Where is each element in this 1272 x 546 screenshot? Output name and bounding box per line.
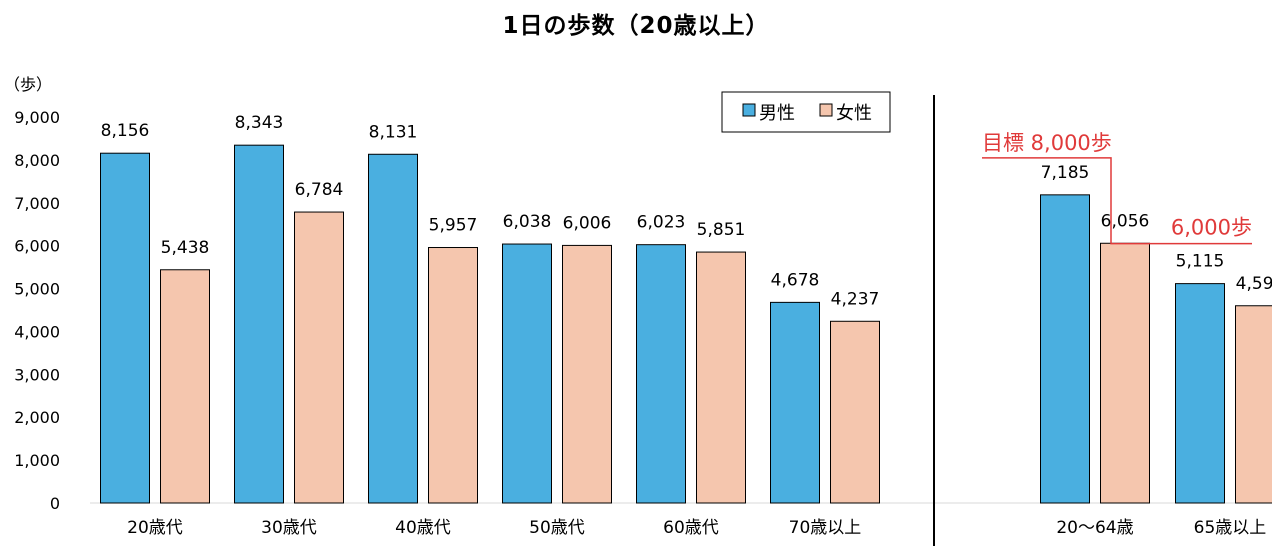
bar-female xyxy=(830,320,880,504)
bar-male xyxy=(636,244,686,504)
y-tick-label: 3,000 xyxy=(14,365,60,384)
legend-swatch-male xyxy=(742,103,756,117)
data-label: 4,237 xyxy=(831,289,880,309)
x-category-label: 50歳代 xyxy=(529,518,585,538)
data-label: 6,023 xyxy=(637,213,686,233)
data-label: 5,115 xyxy=(1176,252,1225,272)
x-category-label: 65歳以上 xyxy=(1194,518,1267,538)
x-category-label: 40歳代 xyxy=(395,518,451,538)
y-tick-label: 2,000 xyxy=(14,408,60,427)
x-category-label: 30歳代 xyxy=(261,518,317,538)
data-label: 6,784 xyxy=(295,180,344,200)
bar-male xyxy=(368,153,418,504)
bar-male xyxy=(1175,283,1225,504)
bar-female xyxy=(696,251,746,504)
legend-swatch-female xyxy=(819,103,833,117)
data-label: 8,343 xyxy=(235,113,284,133)
x-category-label: 20歳代 xyxy=(127,518,183,538)
x-category-label: 20～64歳 xyxy=(1056,518,1133,538)
bar-male xyxy=(502,243,552,504)
target-label-6000: 6,000歩 xyxy=(1171,216,1252,240)
y-tick-label: 1,000 xyxy=(14,451,60,470)
data-label: 6,038 xyxy=(503,212,552,232)
chart-title: 1日の歩数（20歳以上） xyxy=(502,13,770,39)
y-tick-label: 8,000 xyxy=(14,151,60,170)
data-label: 4,678 xyxy=(771,270,820,290)
bar-female xyxy=(1235,305,1272,504)
data-label: 8,131 xyxy=(369,122,418,142)
data-label: 7,185 xyxy=(1041,163,1090,183)
bar-male xyxy=(1040,194,1090,504)
data-label: 4,599 xyxy=(1236,274,1272,294)
target-label-8000: 目標 8,000歩 xyxy=(982,131,1112,155)
data-label: 6,056 xyxy=(1101,211,1150,231)
y-tick-label: 9,000 xyxy=(14,108,60,127)
bar-female xyxy=(1100,242,1150,504)
legend-label-female: 女性 xyxy=(836,103,872,124)
y-axis-unit: （歩） xyxy=(4,75,52,94)
bar-male xyxy=(100,152,150,504)
data-label: 5,851 xyxy=(697,220,746,240)
data-label: 8,156 xyxy=(101,121,150,141)
bar-male xyxy=(234,144,284,504)
x-category-label: 70歳以上 xyxy=(789,518,862,538)
y-tick-label: 4,000 xyxy=(14,322,60,341)
data-label: 5,957 xyxy=(429,216,478,236)
bar-female xyxy=(294,211,344,504)
y-tick-label: 7,000 xyxy=(14,194,60,213)
bar-female xyxy=(160,269,210,504)
y-tick-label: 0 xyxy=(50,494,60,513)
target-line xyxy=(982,157,1252,245)
bar-female xyxy=(562,244,612,504)
y-tick-label: 6,000 xyxy=(14,237,60,256)
data-label: 6,006 xyxy=(563,213,612,233)
y-tick-label: 5,000 xyxy=(14,280,60,299)
x-category-label: 60歳代 xyxy=(663,518,719,538)
legend-label-male: 男性 xyxy=(759,103,795,124)
bar-male xyxy=(770,301,820,504)
bar-female xyxy=(428,247,478,504)
data-label: 5,438 xyxy=(161,238,210,258)
